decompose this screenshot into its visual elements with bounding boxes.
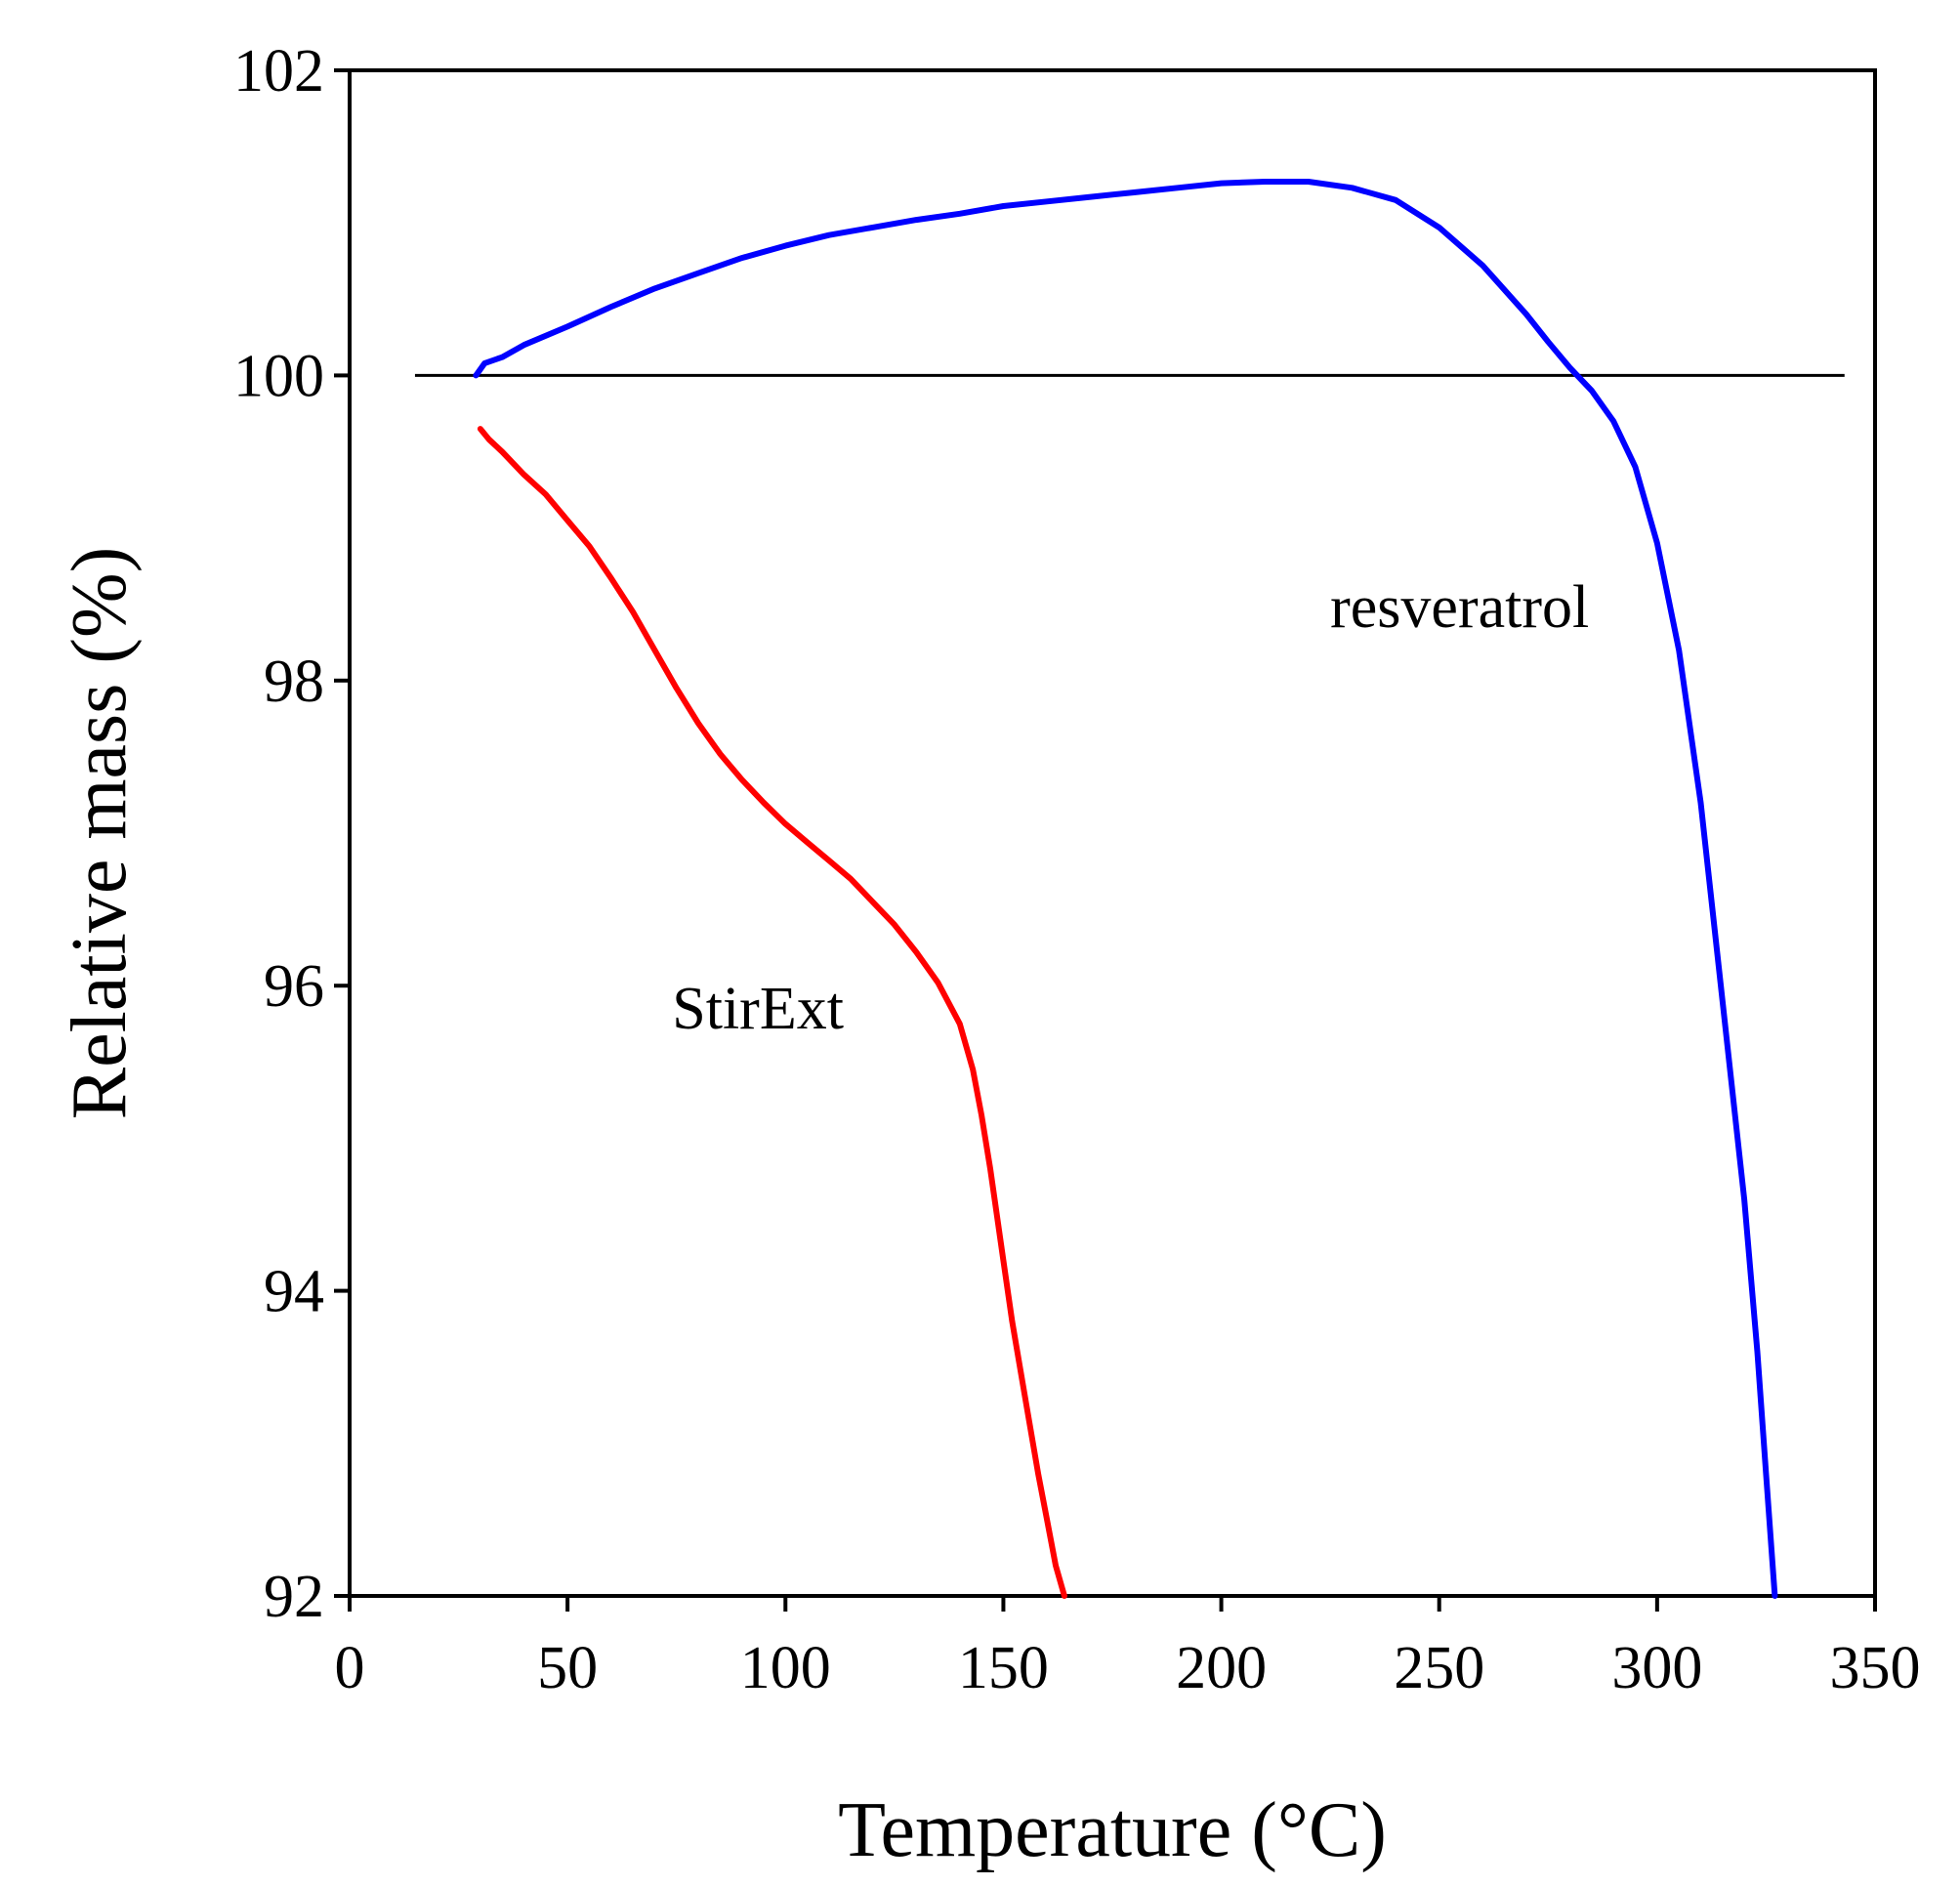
y-tick-label: 96: [264, 953, 324, 1020]
y-tick-label: 92: [264, 1564, 324, 1630]
x-tick-label: 100: [740, 1635, 831, 1701]
series-label-stirext: StirExt: [672, 976, 844, 1042]
series-label-resveratrol: resveratrol: [1330, 574, 1589, 641]
series-line-stirext: [477, 426, 1067, 1599]
x-axis: 0 50 100 150 200 250 300 350: [335, 1596, 1921, 1701]
series-layer: resveratrol StirExt: [473, 179, 1778, 1599]
x-tick-label: 350: [1830, 1635, 1921, 1701]
y-tick-label: 98: [264, 649, 324, 715]
plot-area: 0 50 100 150 200 250 300 350 92 94 96 98 100 102 res…: [233, 38, 1921, 1701]
series-line-resveratrol: [473, 179, 1778, 1599]
y-axis-title: Relative mass (%): [57, 547, 143, 1119]
x-tick-label: 150: [958, 1635, 1049, 1701]
y-axis: 92 94 96 98 100 102: [233, 38, 350, 1630]
x-tick-label: 50: [537, 1635, 598, 1701]
x-axis-title: Temperature (°C): [838, 1787, 1387, 1873]
plot-frame: [348, 68, 1877, 1598]
x-tick-label: 300: [1611, 1635, 1702, 1701]
x-tick-label: 200: [1176, 1635, 1267, 1701]
y-tick-label: 94: [264, 1259, 324, 1325]
y-tick-label: 100: [233, 343, 324, 409]
x-tick-label: 0: [335, 1635, 365, 1701]
x-tick-label: 250: [1394, 1635, 1484, 1701]
y-tick-label: 102: [233, 38, 324, 105]
